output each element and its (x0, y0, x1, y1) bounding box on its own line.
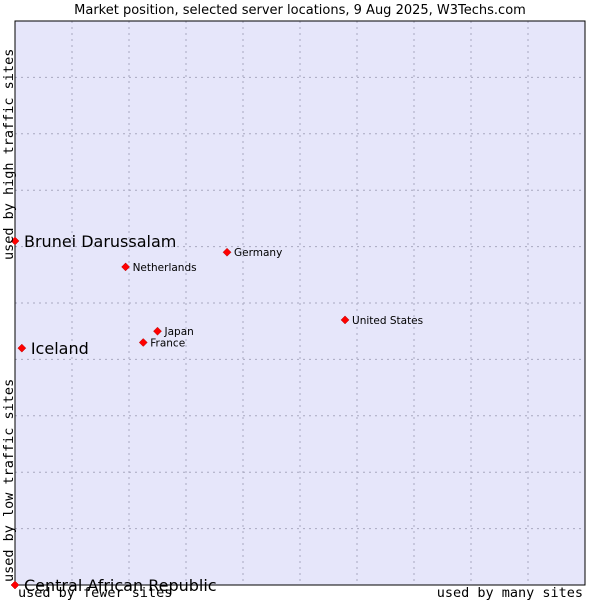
point-marker (222, 247, 232, 257)
point-label: Japan (164, 326, 194, 338)
y-axis-label-top: used by high traffic sites (1, 49, 17, 260)
point-label: Brunei Darussalam (24, 232, 176, 251)
data-point-germany: Germany (222, 247, 282, 259)
data-point-japan: Japan (153, 326, 194, 338)
grid (15, 21, 585, 585)
x-axis-label-left: used by fewer sites (18, 585, 172, 600)
x-axis-label-right: used by many sites (437, 585, 583, 600)
point-label: Germany (234, 247, 282, 259)
point-marker (340, 315, 350, 325)
point-label: Iceland (31, 339, 89, 358)
data-point-central-african-republic: Central African Republic (10, 576, 217, 595)
point-marker (10, 580, 20, 590)
point-marker (121, 262, 130, 272)
chart-title: Market position, selected server locatio… (74, 3, 526, 18)
point-label: Netherlands (133, 262, 197, 274)
plot-frame (14, 20, 586, 586)
data-point-united-states: United States (340, 315, 423, 327)
data-point-iceland: Iceland (17, 339, 89, 358)
data-point-brunei-darussalam: Brunei Darussalam (10, 232, 176, 251)
point-marker (10, 236, 20, 246)
point-label: United States (352, 315, 423, 327)
point-label: France (150, 337, 185, 349)
point-marker (17, 343, 27, 353)
data-points: Brunei Darussalam Iceland Central African … (10, 232, 423, 595)
point-label: Central African Republic (24, 576, 217, 595)
data-point-france: France (138, 337, 185, 349)
point-marker (153, 326, 162, 336)
y-axis-label-bottom: used by low traffic sites (1, 379, 17, 582)
point-marker (138, 338, 148, 347)
data-point-netherlands: Netherlands (121, 262, 197, 274)
